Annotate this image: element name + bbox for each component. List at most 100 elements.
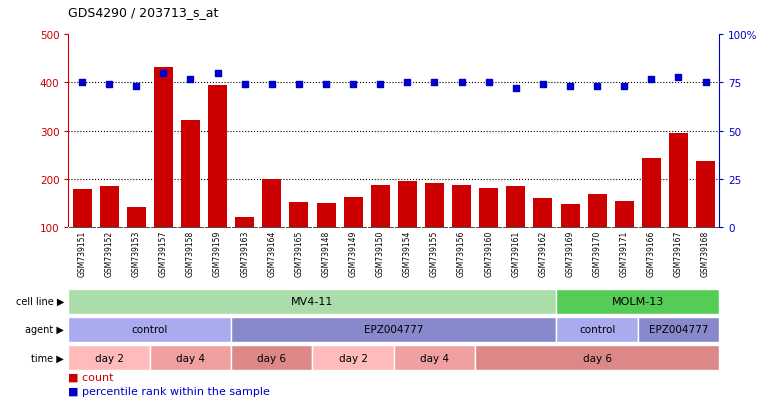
Text: GSM739169: GSM739169	[565, 230, 575, 277]
Text: MV4-11: MV4-11	[291, 297, 333, 306]
Text: day 2: day 2	[94, 353, 123, 363]
Bar	[479, 188, 498, 228]
Text: agent ▶: agent ▶	[25, 325, 64, 335]
Bar	[68, 345, 150, 370]
Bar	[556, 289, 719, 314]
Point	[103, 82, 115, 88]
Bar	[669, 133, 688, 228]
Point	[374, 82, 387, 88]
Bar	[642, 158, 661, 228]
Text: EPZ004777: EPZ004777	[364, 325, 424, 335]
Bar	[452, 185, 471, 228]
Bar	[425, 183, 444, 228]
Bar	[72, 190, 91, 228]
Point	[456, 80, 468, 87]
Text: GSM739155: GSM739155	[430, 230, 439, 277]
Text: day 6: day 6	[257, 353, 286, 363]
Point	[618, 84, 630, 90]
Bar	[231, 345, 313, 370]
Text: EPZ004777: EPZ004777	[649, 325, 708, 335]
Text: GSM739166: GSM739166	[647, 230, 656, 277]
Point	[645, 76, 658, 83]
Text: GSM739157: GSM739157	[159, 230, 168, 277]
Text: GSM739162: GSM739162	[539, 230, 547, 277]
Bar	[68, 317, 231, 342]
Bar	[181, 120, 200, 228]
Text: GSM739153: GSM739153	[132, 230, 141, 277]
Point	[76, 80, 88, 87]
Text: GSM739152: GSM739152	[105, 230, 113, 277]
Point	[239, 82, 251, 88]
Text: GSM739171: GSM739171	[619, 230, 629, 277]
Bar	[127, 207, 146, 228]
Bar	[313, 345, 394, 370]
Point	[482, 80, 495, 87]
Point	[428, 80, 441, 87]
Point	[158, 70, 170, 77]
Bar	[398, 181, 417, 228]
Point	[212, 70, 224, 77]
Text: GSM739158: GSM739158	[186, 230, 195, 277]
Text: GSM739148: GSM739148	[322, 230, 330, 277]
Text: GSM739150: GSM739150	[376, 230, 385, 277]
Point	[320, 82, 332, 88]
Point	[266, 82, 278, 88]
Text: GSM739167: GSM739167	[674, 230, 683, 277]
Bar	[371, 185, 390, 228]
Point	[699, 80, 712, 87]
Point	[401, 80, 413, 87]
Text: GSM739161: GSM739161	[511, 230, 521, 277]
Text: GSM739154: GSM739154	[403, 230, 412, 277]
Text: GSM739151: GSM739151	[78, 230, 87, 277]
Bar	[638, 317, 719, 342]
Text: control: control	[132, 325, 168, 335]
Bar	[344, 198, 363, 228]
Point	[591, 84, 603, 90]
Text: GDS4290 / 203713_s_at: GDS4290 / 203713_s_at	[68, 6, 219, 19]
Text: control: control	[579, 325, 616, 335]
Text: GSM739164: GSM739164	[267, 230, 276, 277]
Text: GSM739159: GSM739159	[213, 230, 222, 277]
Text: day 2: day 2	[339, 353, 368, 363]
Text: ■ count: ■ count	[68, 372, 114, 382]
Text: GSM739163: GSM739163	[240, 230, 249, 277]
Point	[510, 85, 522, 92]
Text: GSM739165: GSM739165	[295, 230, 304, 277]
Bar	[587, 195, 607, 228]
Bar	[231, 317, 556, 342]
Bar	[100, 186, 119, 228]
Text: GSM739160: GSM739160	[484, 230, 493, 277]
Text: day 4: day 4	[176, 353, 205, 363]
Text: ■ percentile rank within the sample: ■ percentile rank within the sample	[68, 387, 270, 396]
Point	[564, 84, 576, 90]
Bar	[235, 218, 254, 228]
Bar	[394, 345, 475, 370]
Bar	[289, 202, 308, 228]
Bar	[154, 68, 173, 228]
Text: cell line ▶: cell line ▶	[15, 297, 64, 306]
Bar	[533, 199, 552, 228]
Text: time ▶: time ▶	[31, 353, 64, 363]
Text: GSM739149: GSM739149	[349, 230, 358, 277]
Text: GSM739170: GSM739170	[593, 230, 602, 277]
Text: GSM739168: GSM739168	[701, 230, 710, 277]
Bar	[68, 289, 556, 314]
Bar	[475, 345, 719, 370]
Text: GSM739156: GSM739156	[457, 230, 466, 277]
Text: day 4: day 4	[420, 353, 449, 363]
Bar	[696, 161, 715, 228]
Bar	[263, 179, 282, 228]
Bar	[208, 85, 227, 228]
Point	[293, 82, 305, 88]
Point	[130, 84, 142, 90]
Bar	[615, 201, 634, 228]
Bar	[150, 345, 231, 370]
Bar	[561, 204, 580, 228]
Bar	[317, 204, 336, 228]
Text: day 6: day 6	[583, 353, 612, 363]
Point	[537, 82, 549, 88]
Bar	[556, 317, 638, 342]
Bar	[506, 187, 525, 228]
Point	[184, 76, 196, 83]
Point	[347, 82, 359, 88]
